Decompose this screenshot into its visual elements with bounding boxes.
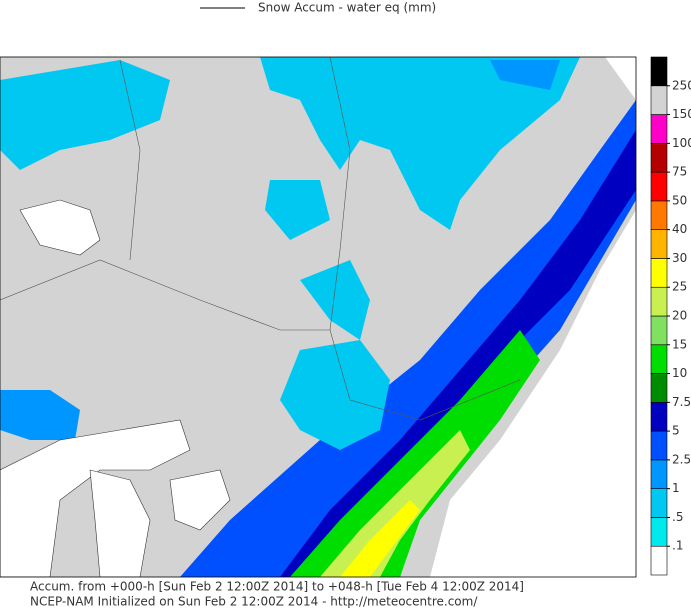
colorbar-label: 7.5 [672, 395, 691, 409]
snow-band [280, 130, 636, 577]
snow-area [0, 390, 80, 440]
color-swatch [650, 229, 668, 259]
colorbar-label: 250 [672, 78, 691, 92]
colorbar-label: 10 [672, 366, 687, 380]
snow-area [260, 57, 580, 230]
border [329, 57, 351, 331]
color-swatch [650, 373, 668, 403]
border [119, 59, 141, 261]
colorbar-label: 20 [672, 309, 687, 323]
color-swatch [650, 315, 668, 346]
lake [0, 419, 191, 577]
color-swatch [650, 258, 668, 288]
color-swatch [650, 402, 668, 432]
color-swatch [650, 545, 668, 576]
colorbar-label: 75 [672, 165, 687, 179]
map [0, 57, 636, 577]
lake [19, 199, 101, 256]
ocean [575, 57, 636, 100]
snow-band [290, 330, 540, 577]
colorbar-label: 25 [672, 280, 687, 294]
color-swatch [650, 430, 668, 461]
color-swatch [650, 143, 668, 173]
snow-area [0, 60, 170, 170]
snow-area [280, 340, 390, 450]
colorbar-label: .5 [672, 510, 683, 524]
footer-line: NCEP-NAM Initialized on Sun Feb 2 12:00Z… [30, 595, 478, 609]
colorbar: .1 .5 1 2.5 5 7.5 10 15 20 25 30 40 50 75 100 150 250 [650, 56, 691, 576]
colorbar-label: 15 [672, 337, 687, 351]
snow-area [300, 260, 370, 340]
color-swatch [650, 200, 668, 230]
snow-area [490, 60, 560, 90]
lake [89, 469, 151, 577]
colorbar-label: 150 [672, 107, 691, 121]
colorbar-label: 2.5 [672, 452, 691, 466]
color-swatch [650, 85, 668, 115]
legend-label: Snow Accum - water eq (mm) [258, 1, 436, 15]
snow-band [320, 430, 470, 577]
color-swatch [650, 459, 668, 489]
colorbar-label: 1 [672, 481, 680, 495]
border [0, 259, 521, 421]
footer-line: Accum. from +000-h [Sun Feb 2 12:00Z 201… [30, 580, 524, 594]
colorbar-label: 5 [672, 424, 680, 438]
color-swatch [650, 517, 668, 547]
color-swatch [650, 488, 668, 518]
color-swatch [650, 286, 668, 317]
ocean [430, 210, 636, 577]
snow-area [265, 180, 330, 240]
color-swatch [650, 114, 668, 144]
color-swatch [650, 344, 668, 374]
colorbar-label: .1 [672, 539, 683, 553]
lake [169, 469, 231, 531]
map-frame [0, 56, 637, 578]
snow-band [340, 500, 420, 577]
colorbar-label: 100 [672, 136, 691, 150]
colorbar-label: 50 [672, 193, 687, 207]
color-swatch [650, 171, 668, 202]
colorbar-label: 30 [672, 251, 687, 265]
colorbar-label: 40 [672, 222, 687, 236]
color-swatch [650, 56, 668, 87]
